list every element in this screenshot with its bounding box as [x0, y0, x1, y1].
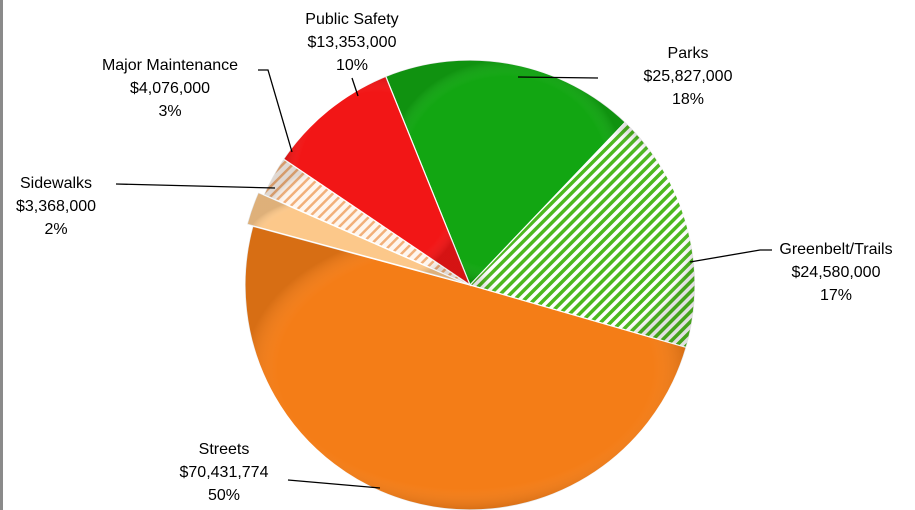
leader-line-major-maintenance — [258, 69, 293, 153]
label-percent: 17% — [820, 287, 852, 304]
slice-label-sidewalks: Sidewalks $3,368,000 2% — [16, 175, 96, 238]
slice-label-streets: Streets $70,431,774 50% — [180, 441, 269, 504]
pie-slice-shade-sidewalks — [247, 192, 465, 284]
label-amount: $25,827,000 — [644, 68, 733, 85]
slice-label-public-safety: Public Safety $13,353,000 10% — [305, 11, 398, 74]
label-name: Streets — [199, 441, 250, 458]
pie-slices — [244, 59, 696, 510]
label-amount: $4,076,000 — [130, 80, 210, 97]
label-percent: 3% — [158, 103, 181, 120]
label-name: Major Maintenance — [102, 57, 238, 74]
leader-line-sidewalks — [115, 183, 276, 189]
label-name: Parks — [668, 45, 709, 62]
label-percent: 18% — [672, 91, 704, 108]
leader-line-greenbelt-trails — [689, 249, 772, 263]
label-amount: $24,580,000 — [792, 264, 881, 281]
slice-label-parks: Parks $25,827,000 18% — [644, 45, 733, 108]
label-name: Sidewalks — [20, 175, 92, 192]
pie-slice-shade-public-safety — [283, 76, 470, 285]
leader-line-public-safety — [351, 77, 359, 97]
pie-slice-shade-parks — [385, 60, 626, 285]
leader-line-streets — [287, 479, 381, 489]
label-name: Greenbelt/Trails — [779, 241, 892, 258]
leader-lines — [115, 69, 772, 489]
label-name: Public Safety — [305, 11, 398, 28]
slice-label-greenbelt-trails: Greenbelt/Trails $24,580,000 17% — [779, 241, 892, 304]
label-percent: 10% — [336, 57, 368, 74]
label-amount: $13,353,000 — [308, 34, 397, 51]
slice-label-major-maintenance: Major Maintenance $4,076,000 3% — [102, 57, 238, 120]
slice-labels: Parks $25,827,000 18% Greenbelt/Trails $24,5… — [16, 11, 893, 504]
leader-line-parks — [517, 76, 599, 79]
label-amount: $70,431,774 — [180, 464, 269, 481]
pie-slice-shade-streets — [245, 226, 687, 510]
pie-slice-shade-major-maintenance — [263, 158, 470, 285]
pie-slice-shade-greenbelt-trails — [470, 122, 695, 348]
label-amount: $3,368,000 — [16, 198, 96, 215]
frame-left-border — [0, 0, 3, 510]
label-percent: 50% — [208, 487, 240, 504]
label-percent: 2% — [44, 221, 67, 238]
